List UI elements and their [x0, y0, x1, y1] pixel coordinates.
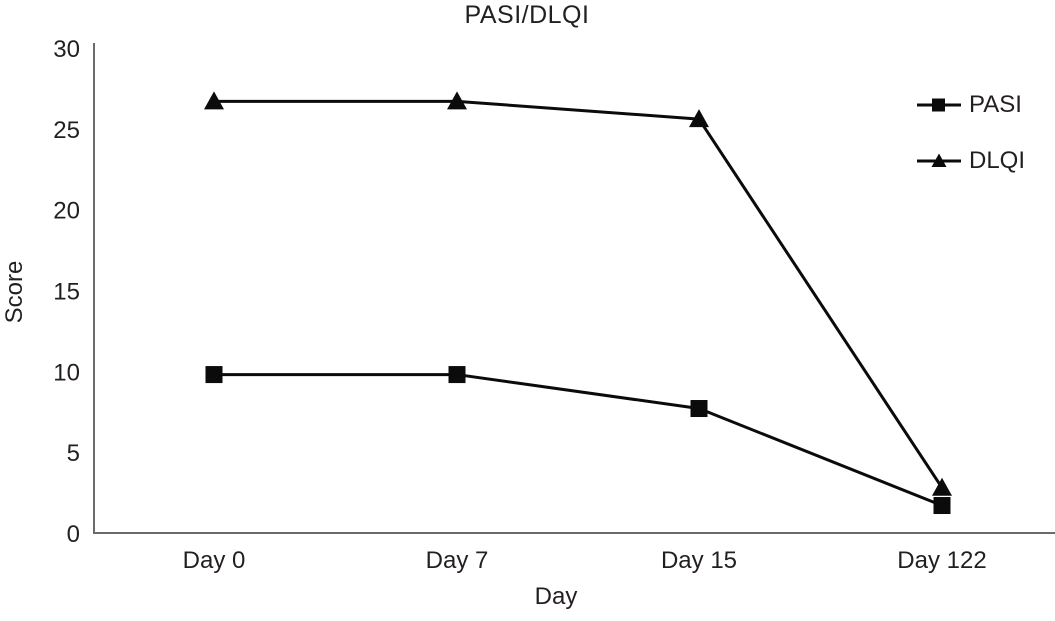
- x-tick-label-day-0: Day 0: [183, 547, 246, 574]
- legend-label-pasi: PASI: [969, 91, 1022, 118]
- marker-dlqi-0: [204, 91, 224, 110]
- marker-pasi-3: [933, 497, 951, 515]
- marker-dlqi-3: [932, 477, 952, 496]
- x-tick-label-day-122: Day 122: [897, 547, 986, 574]
- y-tick-label-15: 15: [53, 279, 80, 306]
- marker-pasi-2: [690, 400, 708, 418]
- y-tick-label-30: 30: [53, 36, 80, 63]
- marker-dlqi-2: [689, 109, 709, 128]
- series-line-pasi: [214, 373, 943, 507]
- y-tick-label-5: 5: [67, 440, 80, 467]
- marker-pasi-1: [448, 366, 466, 384]
- legend: PASI DLQI: [916, 88, 1025, 178]
- series-line-dlqi: [214, 99, 944, 489]
- y-tick-label-20: 20: [53, 198, 80, 225]
- y-tick-label-25: 25: [53, 117, 80, 144]
- chart-title: PASI/DLQI: [464, 1, 590, 29]
- x-tick-label-day-7: Day 7: [426, 547, 489, 574]
- legend-label-dlqi: DLQI: [969, 147, 1026, 174]
- marker-dlqi-1: [447, 91, 467, 110]
- x-tick-label-day-15: Day 15: [661, 547, 737, 574]
- legend-item-dlqi: DLQI: [916, 144, 1025, 178]
- y-axis-title: Score: [1, 261, 28, 324]
- y-tick-label-0: 0: [67, 521, 80, 548]
- y-tick-label-10: 10: [53, 359, 80, 386]
- square-marker-icon: [917, 98, 961, 112]
- legend-item-pasi: PASI: [916, 88, 1025, 122]
- x-axis-title: Day: [535, 583, 578, 610]
- triangle-marker-icon: [917, 153, 961, 167]
- marker-pasi-0: [205, 366, 223, 384]
